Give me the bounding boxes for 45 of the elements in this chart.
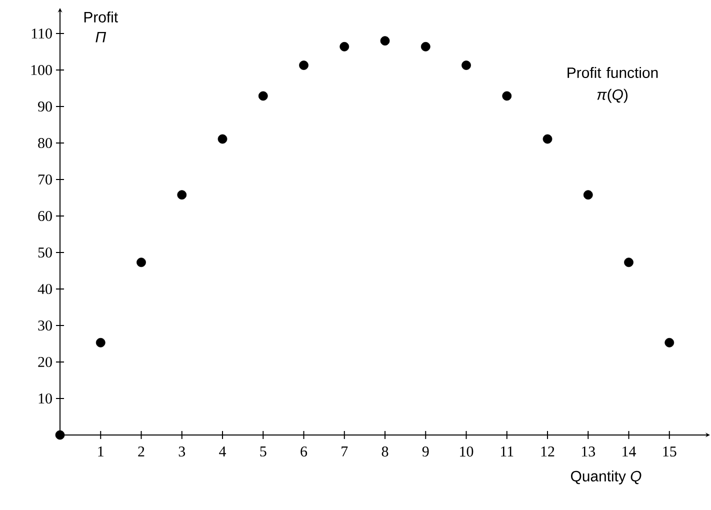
point xyxy=(340,42,350,52)
point xyxy=(420,42,430,52)
y-tick-label: 20 xyxy=(38,356,52,368)
point xyxy=(258,91,268,101)
point xyxy=(664,338,674,348)
y-axis-title: Profit Π xyxy=(84,12,118,42)
y-tick-label: 90 xyxy=(38,101,52,112)
annotation: Profit function π(Q) xyxy=(568,67,658,103)
point xyxy=(380,36,390,46)
x-axis-title: Quantity Q xyxy=(570,470,642,484)
y-tick-label: 60 xyxy=(38,210,52,222)
x-tick-label: 12 xyxy=(541,446,554,456)
x-tick-label: 8 xyxy=(382,446,388,457)
x-tick-label: 6 xyxy=(300,446,308,457)
y-tick-label: 10 xyxy=(38,393,52,404)
x-tick-label: 11 xyxy=(501,446,514,456)
point xyxy=(542,134,552,144)
point xyxy=(502,91,512,101)
point xyxy=(624,258,634,268)
y-tick-label: 30 xyxy=(38,320,52,331)
x-tick-label: 4 xyxy=(219,446,226,456)
point xyxy=(96,338,106,348)
point xyxy=(55,430,65,440)
point xyxy=(218,134,228,144)
point xyxy=(583,190,593,200)
point xyxy=(462,60,471,70)
x-tick-label: 13 xyxy=(582,446,596,457)
x-tick-label: 3 xyxy=(178,446,186,457)
x-tick-label: 9 xyxy=(422,446,429,457)
point xyxy=(136,258,146,268)
point xyxy=(299,60,308,70)
y-tick-label: 40 xyxy=(38,284,52,294)
y-tick-label: 80 xyxy=(38,138,52,148)
y-tick-label: 110 xyxy=(32,28,52,39)
y-tick-label: 70 xyxy=(38,174,52,185)
x-tick-label: 15 xyxy=(663,446,676,457)
x-tick-label: 5 xyxy=(260,446,266,456)
x-tick-label: 2 xyxy=(138,446,144,456)
x-tick-label: 1 xyxy=(98,446,104,456)
y-tick-label: 50 xyxy=(38,247,52,258)
x-tick-label: 10 xyxy=(460,446,474,457)
x-tick-label: 14 xyxy=(622,446,636,456)
y-tick-label: 100 xyxy=(31,64,52,76)
point xyxy=(177,190,187,200)
x-tick-label: 7 xyxy=(342,446,348,456)
